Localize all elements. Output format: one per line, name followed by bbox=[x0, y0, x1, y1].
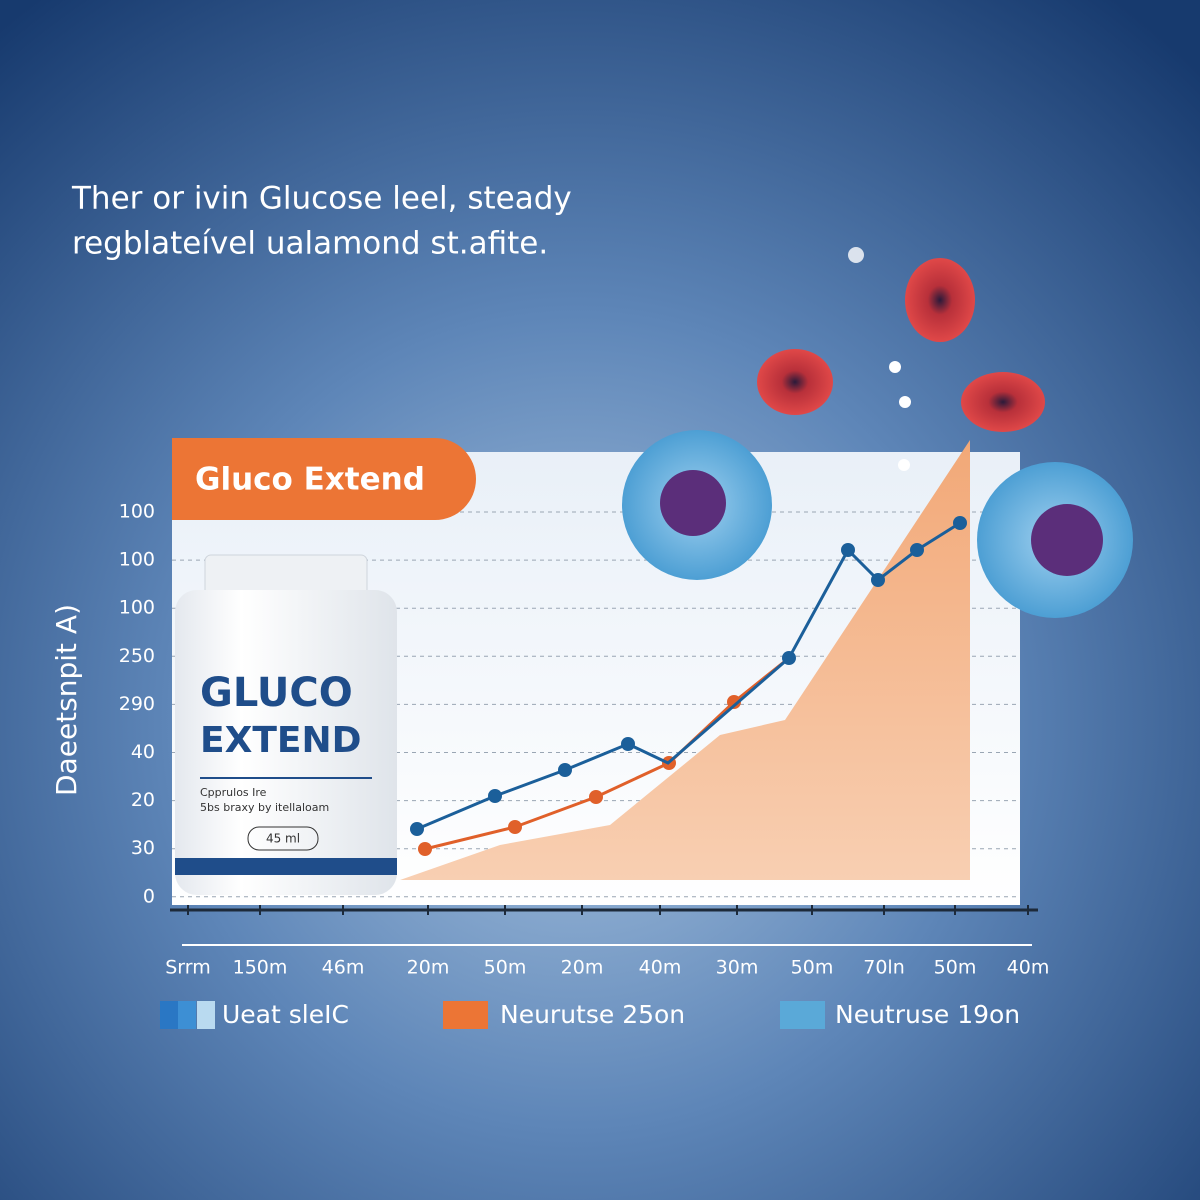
headline: Ther or ivin Glucose leel, steady bbox=[71, 181, 572, 217]
x-tick-label: 20m bbox=[561, 957, 604, 979]
legend-label: Neutruse 19on bbox=[835, 1000, 1020, 1029]
legend-label: Ueat sleIC bbox=[222, 1000, 349, 1029]
badge-text: Gluco Extend bbox=[195, 462, 425, 498]
point bbox=[418, 842, 432, 856]
particle bbox=[889, 361, 901, 373]
y-tick-label: 40 bbox=[131, 741, 155, 763]
bottle-text: Cpprulos Ire bbox=[200, 786, 267, 799]
line bbox=[424, 656, 790, 851]
legend-label: Neurutse 25on bbox=[500, 1000, 685, 1029]
headline: regblateível ualamond st.afite. bbox=[72, 226, 548, 262]
x-tick-label: Srrm bbox=[165, 957, 211, 979]
orange-line bbox=[418, 656, 790, 856]
y-tick-label: 250 bbox=[119, 645, 155, 667]
legend-swatch bbox=[780, 1001, 825, 1029]
point bbox=[508, 820, 522, 834]
y-tick-label: 290 bbox=[119, 693, 155, 715]
y-tick-label: 100 bbox=[119, 597, 155, 619]
y-axis-title: Daeetsnpit A) bbox=[50, 604, 83, 796]
line bbox=[416, 521, 961, 831]
cell-nucleus bbox=[1031, 504, 1103, 576]
red-cell bbox=[757, 349, 833, 415]
y-tick-label: 100 bbox=[119, 549, 155, 571]
legend-swatch bbox=[178, 1001, 196, 1029]
labels: 100 100 100 250 290 40 20 30 0 Srrm 150m 46m 20m 50m 2… bbox=[119, 501, 1050, 1029]
y-tick-label: 30 bbox=[131, 837, 155, 859]
x-tick-label: 46m bbox=[322, 957, 365, 979]
x-tick-label: 30m bbox=[716, 957, 759, 979]
area bbox=[172, 440, 970, 880]
x-tick-label: 50m bbox=[484, 957, 527, 979]
y-tick-label: 20 bbox=[131, 789, 155, 811]
y-tick-label: 0 bbox=[143, 885, 155, 907]
point bbox=[727, 695, 741, 709]
red-cell bbox=[961, 372, 1045, 432]
legend-swatch bbox=[160, 1001, 178, 1029]
x-tick-label: 50m bbox=[791, 957, 834, 979]
x-tick-label: 40m bbox=[1007, 957, 1050, 979]
bottle-body bbox=[175, 590, 397, 895]
badge bbox=[172, 438, 476, 520]
legend-swatch bbox=[197, 1001, 215, 1029]
volume-pill bbox=[247, 826, 319, 851]
red-cell bbox=[905, 258, 975, 342]
bottle-band bbox=[175, 858, 397, 875]
blue-line bbox=[410, 516, 967, 836]
y-tick-label: 100 bbox=[119, 501, 155, 523]
point bbox=[410, 822, 424, 836]
bottle: GLUCO EXTEND Cpprulos Ire 5bs braxy by i… bbox=[175, 554, 397, 895]
particle bbox=[898, 459, 910, 471]
x-tick-label: 50m bbox=[934, 957, 977, 979]
point bbox=[621, 737, 635, 751]
particle bbox=[899, 396, 911, 408]
x-tick-label: 70ln bbox=[863, 957, 905, 979]
point bbox=[558, 763, 572, 777]
particle bbox=[848, 247, 864, 263]
x-tick-label: 40m bbox=[639, 957, 682, 979]
bottle-text: 5bs braxy by itellaloam bbox=[200, 801, 329, 814]
x-tick-label: 150m bbox=[233, 957, 288, 979]
point bbox=[488, 789, 502, 803]
bottle-brand: EXTEND bbox=[200, 720, 362, 761]
x-tick-label: 20m bbox=[407, 957, 450, 979]
cells bbox=[622, 247, 1133, 618]
point bbox=[841, 543, 855, 557]
point bbox=[782, 651, 796, 665]
cell-nucleus bbox=[660, 470, 726, 536]
point bbox=[910, 543, 924, 557]
legend-swatch bbox=[443, 1001, 488, 1029]
point bbox=[589, 790, 603, 804]
point bbox=[953, 516, 967, 530]
bottle-brand: GLUCO bbox=[200, 670, 353, 716]
bottle-volume: 45 ml bbox=[266, 832, 300, 846]
point bbox=[871, 573, 885, 587]
